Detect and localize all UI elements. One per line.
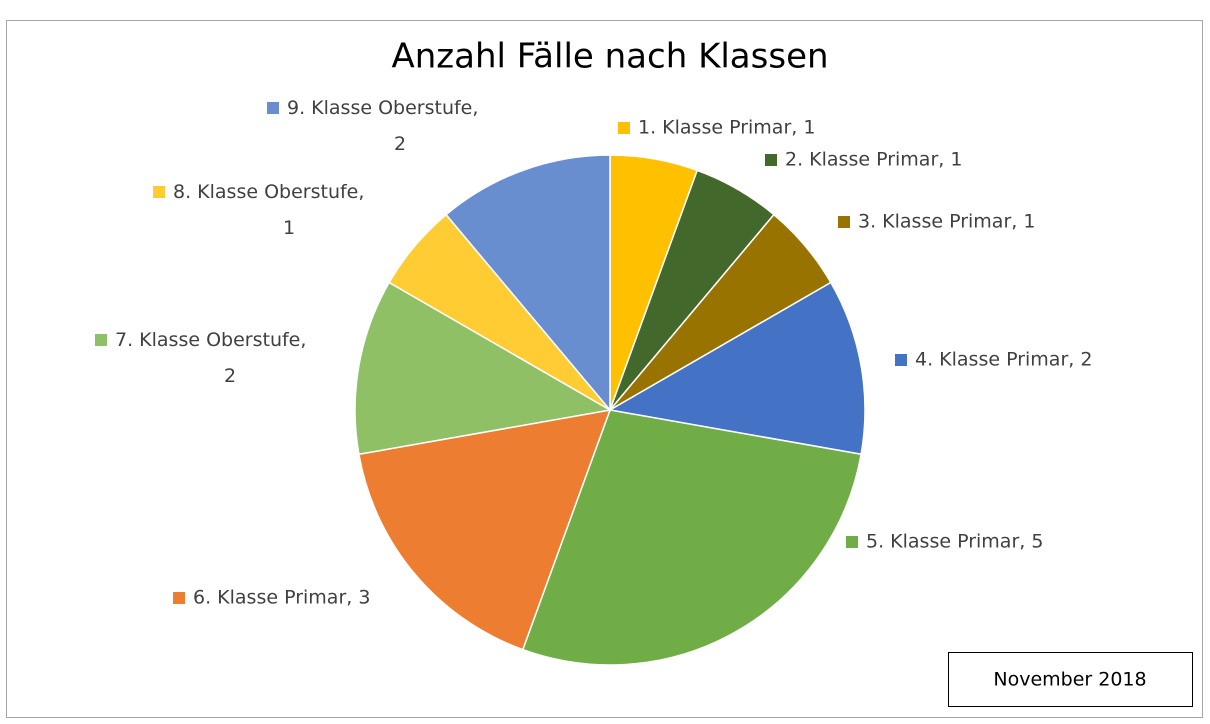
legend-marker: [838, 216, 850, 228]
data-label: 4. Klasse Primar, 2: [915, 349, 1092, 371]
data-label: 1. Klasse Primar, 1: [638, 117, 815, 139]
chart-title: Anzahl Fälle nach Klassen: [391, 37, 828, 77]
data-label: 5. Klasse Primar, 5: [866, 531, 1043, 553]
legend-marker: [765, 154, 777, 166]
data-label-line: 7. Klasse Oberstufe,: [115, 329, 306, 351]
data-label: 9. Klasse Oberstufe, 2: [287, 97, 478, 155]
legend-marker: [618, 122, 630, 134]
pie-slice: [445, 154, 611, 413]
legend-marker: [173, 592, 185, 604]
pie-slice: [358, 409, 612, 651]
data-label: 8. Klasse Oberstufe, 1: [173, 181, 364, 239]
data-label-line: 2: [394, 133, 406, 155]
data-label: 3. Klasse Primar, 1: [858, 211, 1035, 233]
data-label-line: 9. Klasse Oberstufe,: [287, 97, 478, 119]
data-label: 2. Klasse Primar, 1: [785, 149, 962, 171]
annotation-box: [948, 652, 1193, 707]
data-label: 6. Klasse Primar, 3: [193, 587, 370, 609]
data-label-line: 8. Klasse Oberstufe,: [173, 181, 364, 203]
legend-marker: [895, 354, 907, 366]
data-label-line: 1: [283, 217, 295, 239]
legend-marker: [95, 334, 107, 346]
legend-marker: [267, 102, 279, 114]
legend-marker: [846, 536, 858, 548]
pie-slice: [354, 281, 613, 456]
pie-slice: [521, 409, 862, 666]
legend-marker: [153, 186, 165, 198]
annotation: November 2018: [993, 669, 1146, 691]
pie-slice: [607, 281, 866, 456]
data-label: 7. Klasse Oberstufe, 2: [115, 329, 306, 387]
data-label-line: 2: [224, 365, 236, 387]
